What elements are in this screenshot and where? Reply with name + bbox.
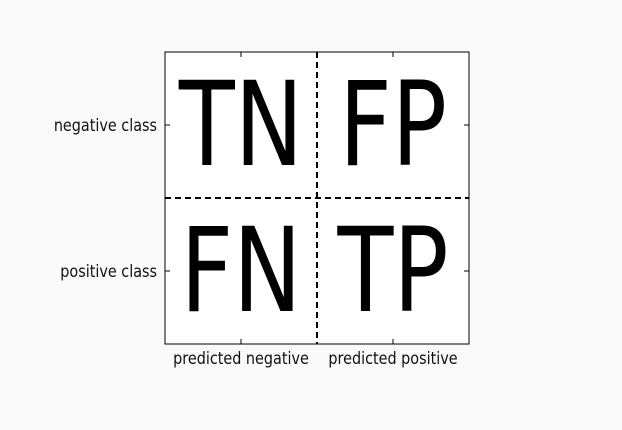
tick-marks (165, 52, 469, 344)
cell-tp: TP (337, 203, 449, 339)
plot-frame (164, 51, 470, 345)
column-label-predicted-positive: predicted positive (328, 348, 457, 368)
cell-fp: FP (339, 57, 447, 193)
cell-tn: TN (178, 57, 303, 193)
row-label-negative-class: negative class (54, 115, 157, 135)
column-label-predicted-negative: predicted negative (173, 348, 309, 368)
cell-fn: FN (180, 203, 301, 339)
row-label-positive-class: positive class (60, 261, 157, 281)
